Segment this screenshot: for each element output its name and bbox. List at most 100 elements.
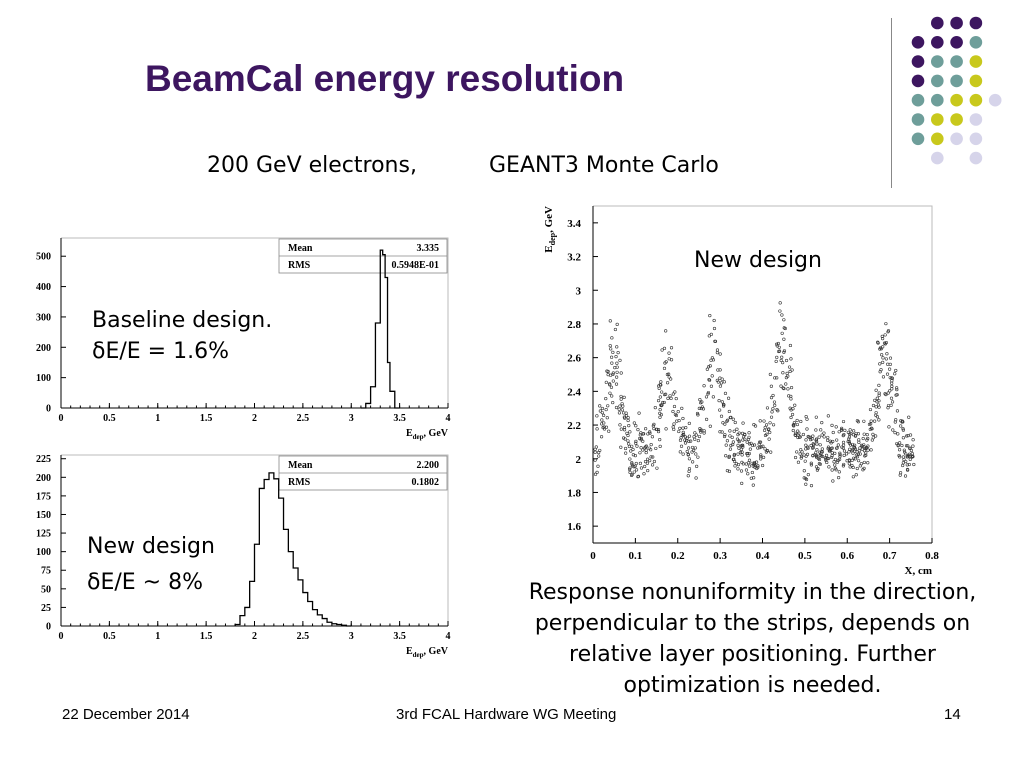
scatter-point bbox=[751, 464, 755, 468]
scatter-point bbox=[634, 424, 638, 428]
scatter-point bbox=[773, 376, 777, 380]
scatter-point bbox=[737, 439, 741, 443]
decorative-dot bbox=[911, 74, 925, 88]
scatter-point bbox=[901, 427, 905, 431]
scatter-point bbox=[711, 395, 715, 399]
caption-line: optimization is needed. bbox=[623, 673, 882, 698]
scatter-point bbox=[815, 455, 819, 459]
x-tick-label: 0.6 bbox=[840, 550, 854, 562]
decorative-dot bbox=[931, 113, 944, 126]
y-tick-label: 500 bbox=[36, 252, 51, 263]
scatter-point bbox=[593, 458, 597, 462]
scatter-point bbox=[626, 418, 630, 423]
caption: Response nonuniformity in the direction,… bbox=[500, 577, 1005, 701]
scatter-point bbox=[632, 470, 636, 474]
scatter-point bbox=[864, 453, 868, 457]
scatter-point bbox=[904, 444, 909, 448]
scatter-point bbox=[795, 418, 799, 423]
scatter-point bbox=[776, 341, 780, 346]
scatter-point bbox=[880, 353, 884, 357]
baseline-label-resolution: δE/E = 1.6% bbox=[92, 339, 229, 364]
scatter-point bbox=[826, 435, 830, 440]
scatter-point bbox=[669, 346, 674, 350]
scatter-point bbox=[645, 461, 649, 465]
scatter-point bbox=[593, 450, 597, 454]
plot-frame bbox=[593, 205, 933, 543]
y-tick-label: 50 bbox=[41, 584, 51, 595]
scatter-point bbox=[901, 461, 905, 465]
scatter-point bbox=[764, 423, 769, 427]
decorative-dot bbox=[950, 93, 963, 107]
scatter-point bbox=[818, 462, 822, 466]
scatter-point bbox=[710, 374, 714, 378]
scatter-point bbox=[634, 468, 639, 472]
decorative-dot bbox=[931, 55, 944, 68]
scatter-point bbox=[874, 434, 878, 438]
scatter-point bbox=[627, 444, 631, 449]
x-tick-label: 0.5 bbox=[798, 550, 812, 562]
scatter-point bbox=[866, 461, 870, 465]
scatter-point bbox=[865, 433, 869, 437]
scatter-point bbox=[837, 476, 841, 480]
scatter-point bbox=[597, 450, 601, 455]
scatter-point bbox=[619, 371, 623, 375]
scatter-point bbox=[894, 368, 898, 373]
scatter-point bbox=[715, 351, 719, 355]
scatter-point bbox=[739, 447, 743, 452]
scatter-point bbox=[772, 400, 777, 404]
x-tick-label: 0.8 bbox=[925, 550, 939, 562]
scatter-point bbox=[898, 473, 902, 477]
scatter-point bbox=[681, 426, 685, 430]
scatter-point bbox=[729, 443, 733, 448]
scatter-point bbox=[804, 414, 808, 419]
scatter-point bbox=[887, 425, 891, 429]
scatter-point bbox=[781, 386, 785, 390]
x-tick-label: 1.5 bbox=[200, 413, 213, 424]
scatter-point bbox=[855, 455, 860, 459]
scatter-point bbox=[615, 361, 619, 365]
scatter-point bbox=[905, 467, 910, 472]
x-tick-label: 2.5 bbox=[297, 631, 310, 642]
y-tick-label: 300 bbox=[36, 312, 51, 323]
scatter-point bbox=[833, 463, 837, 467]
scatter-point bbox=[767, 427, 771, 431]
scatter-point bbox=[748, 447, 752, 451]
scatter-point bbox=[881, 360, 885, 364]
scatter-point bbox=[799, 419, 803, 424]
baseline-label-title: Baseline design. bbox=[92, 308, 273, 333]
scatter-point bbox=[870, 438, 874, 442]
x-tick-label: 1.5 bbox=[200, 631, 213, 642]
scatter-point bbox=[782, 386, 786, 391]
y-tick-label: 225 bbox=[36, 454, 51, 465]
scatter-point bbox=[866, 448, 870, 452]
scatter-point bbox=[775, 355, 779, 359]
scatter-point bbox=[615, 375, 619, 379]
scatter-point bbox=[623, 446, 628, 451]
scatter-point bbox=[877, 405, 881, 409]
scatter-point bbox=[724, 443, 728, 447]
scatter-point bbox=[850, 442, 855, 447]
scatter-point bbox=[874, 405, 878, 409]
scatter-point bbox=[736, 433, 740, 437]
scatter-point bbox=[727, 409, 731, 414]
scatter-point bbox=[744, 468, 749, 472]
scatter-point bbox=[831, 439, 835, 444]
scatter-point bbox=[611, 379, 615, 383]
decorative-dot bbox=[950, 16, 963, 30]
scatter-point bbox=[646, 457, 650, 461]
scatter-point bbox=[721, 421, 725, 425]
scatter-point bbox=[638, 436, 642, 441]
scatter-point bbox=[727, 455, 731, 459]
scatter-point bbox=[595, 414, 599, 418]
x-tick-label: 2 bbox=[252, 631, 257, 642]
scatter-point bbox=[851, 475, 855, 479]
scatter-point bbox=[902, 458, 906, 462]
scatter-point bbox=[664, 360, 668, 364]
scatter-point bbox=[731, 440, 735, 444]
scatter-point bbox=[804, 476, 808, 481]
scatter-point bbox=[747, 451, 751, 456]
scatter-point bbox=[686, 474, 690, 478]
scatter-point bbox=[797, 435, 802, 439]
scatter-point bbox=[658, 415, 662, 419]
scatter-point bbox=[747, 442, 752, 446]
